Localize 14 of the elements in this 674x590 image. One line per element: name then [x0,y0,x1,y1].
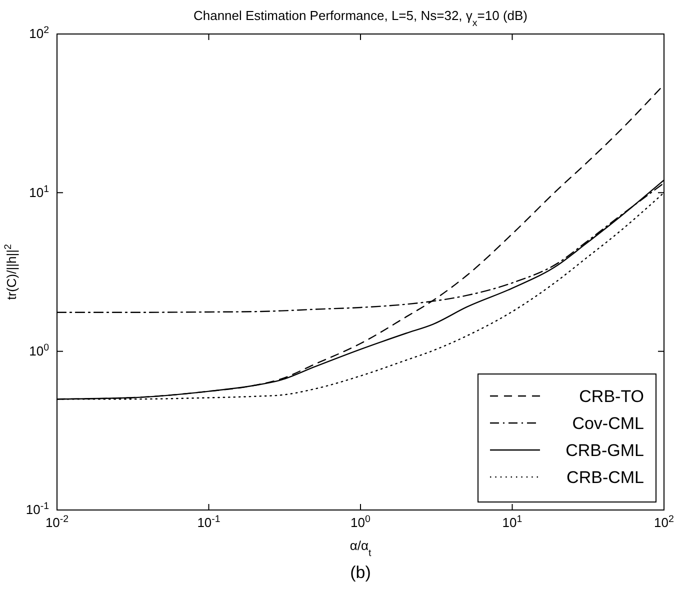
legend-label: CRB-GML [566,441,644,460]
x-axis-title: α/α$_{t}$ [350,538,372,558]
x-tick-label: 10$^{1}$ [502,514,522,530]
text: (b) [350,563,371,582]
y-tick-label: 10$^{0}$ [29,342,50,358]
chart-title: Channel Estimation Performance, L=5, Ns=32, γ$_{x}$=10 (dB) [193,8,528,28]
x-tick-label: 10$^{2}$ [654,514,674,530]
y-tick-label: 10$^{1}$ [29,183,49,200]
legend-label: Cov-CML [572,414,644,433]
x-tick-label: 10$^{-1}$ [197,514,220,530]
y-tick-label: 10$^{2}$ [29,24,49,42]
legend-label: CRB-CML [566,468,644,487]
legend-label: CRB-TO [579,387,644,406]
x-tick-label: 10$^{0}$ [350,514,372,530]
